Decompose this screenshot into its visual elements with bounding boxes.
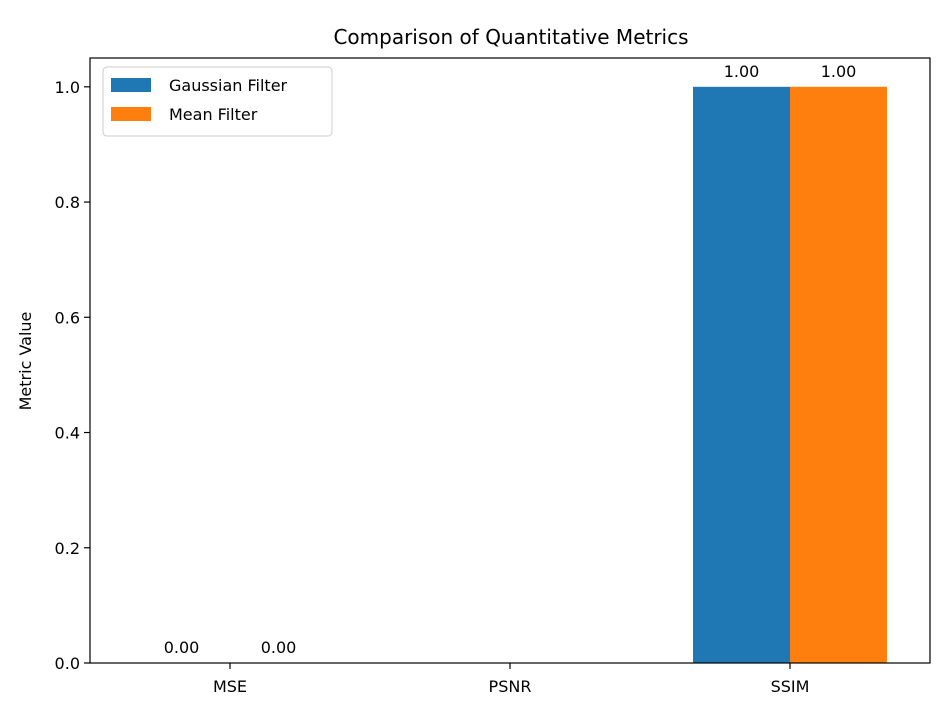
- y-tick-label: 0.4: [55, 424, 80, 443]
- y-tick-label: 0.6: [55, 308, 80, 327]
- x-tick-label: MSE: [213, 677, 247, 696]
- chart-title: Comparison of Quantitative Metrics: [333, 25, 688, 49]
- y-axis-label: Metric Value: [16, 312, 35, 411]
- legend-swatch: [111, 78, 151, 92]
- bar-value-label: 0.00: [261, 638, 297, 657]
- bar-gaussian-filter-ssim: [693, 86, 790, 664]
- y-tick-label: 1.0: [55, 78, 80, 97]
- legend: Gaussian Filter Mean Filter: [102, 66, 333, 137]
- y-tick-label: 0.2: [55, 539, 80, 558]
- plot-area: 0.00 0.00 1.00 1.00 0.0 0.2 0.4 0.6 0.8 1.0 MSE PSN…: [55, 57, 931, 696]
- legend-swatch: [111, 107, 151, 121]
- legend-label: Mean Filter: [169, 105, 258, 124]
- legend-label: Gaussian Filter: [169, 76, 288, 95]
- y-tick-label: 0.8: [55, 193, 80, 212]
- legend-box: [102, 66, 333, 137]
- x-tick-label: SSIM: [771, 677, 810, 696]
- y-tick-label: 0.0: [55, 654, 80, 673]
- bar-value-label: 1.00: [821, 62, 857, 81]
- bar-value-label: 0.00: [164, 638, 200, 657]
- x-tick-label: PSNR: [489, 677, 532, 696]
- bar-mean-filter-ssim: [790, 86, 887, 664]
- bar-value-label: 1.00: [724, 62, 760, 81]
